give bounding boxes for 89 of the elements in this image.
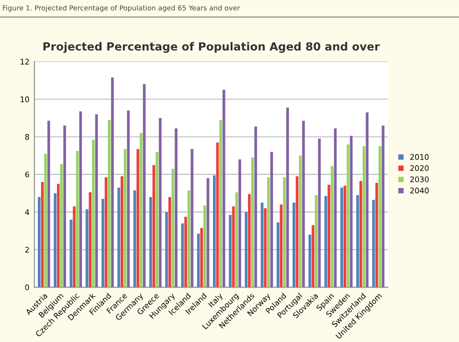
bar [197,234,200,288]
bar [260,202,264,288]
bar [108,120,111,288]
bar [375,182,378,288]
bar [346,144,350,288]
bar [244,212,248,288]
bar [168,196,172,288]
bar [312,225,314,288]
bar [142,84,146,288]
bar [324,196,328,288]
bar [334,128,337,288]
bar [280,204,283,288]
bar [86,209,88,288]
bar [95,114,98,288]
bar [328,184,330,288]
bar [238,159,242,288]
bar [47,120,50,288]
bar [270,152,273,288]
bar [156,152,158,288]
bar [133,190,136,288]
bar [124,149,127,288]
bar [76,150,79,288]
bar [378,146,382,288]
bar [140,133,142,288]
bar [79,111,82,288]
bar [174,128,178,288]
bar [127,110,130,288]
bar [254,126,258,288]
bar [350,136,353,288]
bar [235,192,238,288]
bar [102,198,104,288]
bar [181,223,184,288]
bar [54,193,56,288]
bar [63,126,66,288]
bar [158,118,162,288]
bar [190,149,194,288]
bar [292,202,296,288]
bar [60,164,63,288]
bar [344,186,346,288]
bar [203,205,206,288]
bar [251,157,254,288]
bar [56,184,60,288]
bar [120,176,124,288]
bar [372,200,375,288]
bar [286,108,289,288]
bar [330,166,334,288]
bar [296,176,298,288]
bar [248,194,251,288]
bar [232,206,235,288]
bar [228,214,232,288]
bar [308,234,312,288]
bar [117,188,120,288]
bar [219,120,222,288]
bar [222,90,226,288]
bar [318,138,321,288]
bar [302,120,305,288]
bar [366,112,369,288]
bar [41,182,44,288]
bar [359,181,362,288]
bar [152,165,156,288]
bar [44,154,47,288]
bar [264,208,267,288]
bar [200,228,203,288]
bar [188,190,190,288]
bar [172,168,174,288]
bar [283,177,286,288]
bar [165,212,168,288]
bar [38,196,41,288]
bar [216,142,219,288]
bar [340,188,344,288]
bar [149,196,152,288]
bar [111,78,114,288]
bar [276,222,280,288]
bar [136,149,140,288]
bar [298,156,302,288]
bar [72,206,76,288]
bar [362,146,366,288]
bar [184,216,188,288]
bar [104,177,108,288]
bar [206,178,210,288]
bar [382,126,384,288]
bar [356,195,359,288]
chart-title: Projected Percentage of Population Aged 80 and over [43,42,380,53]
bar [88,192,92,288]
bar [70,220,72,288]
bar [212,175,216,288]
bar [267,177,270,288]
bar [92,140,95,288]
bar [314,195,318,288]
